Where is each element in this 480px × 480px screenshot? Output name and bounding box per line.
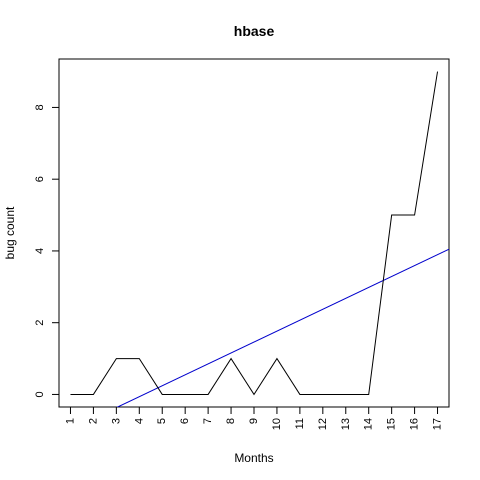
- x-tick-label: 10: [271, 418, 283, 430]
- series-layer: [70, 71, 449, 407]
- x-tick-label: 14: [363, 418, 375, 430]
- x-tick-label: 12: [317, 418, 329, 430]
- trend-line: [116, 248, 449, 407]
- x-tick-label: 4: [133, 418, 145, 424]
- y-tick-label: 4: [34, 248, 46, 254]
- x-tick-label: 15: [386, 418, 398, 430]
- y-tick-label: 8: [34, 104, 46, 110]
- y-axis: 0 2 4 6 8: [34, 104, 59, 398]
- series-line: [70, 71, 439, 396]
- x-tick-label: 1: [64, 418, 76, 424]
- y-tick-label: 2: [34, 320, 46, 326]
- x-tick-label: 3: [110, 418, 122, 424]
- x-tick-label: 13: [340, 418, 352, 430]
- chart-title: hbase: [234, 23, 275, 39]
- y-tick-label: 6: [34, 176, 46, 182]
- x-tick-label: 11: [294, 418, 306, 429]
- x-tick-label: 9: [248, 418, 260, 424]
- x-tick-label: 16: [409, 418, 421, 430]
- x-tick-label: 17: [432, 418, 444, 430]
- plot-area: [70, 71, 449, 407]
- x-tick-label: 6: [179, 418, 191, 424]
- x-axis: 1 2 3 4 5 6 7 8 9 10 11 12 13 14 15 16 17: [64, 407, 444, 430]
- y-axis-label: bug count: [3, 206, 17, 259]
- y-tick-label: 0: [34, 391, 46, 397]
- x-tick-label: 8: [225, 418, 237, 424]
- plot-frame: [58, 58, 450, 408]
- x-tick-label: 7: [202, 418, 214, 424]
- x-axis-label: Months: [234, 451, 273, 465]
- x-tick-label: 2: [87, 418, 99, 424]
- x-tick-label: 5: [156, 418, 168, 424]
